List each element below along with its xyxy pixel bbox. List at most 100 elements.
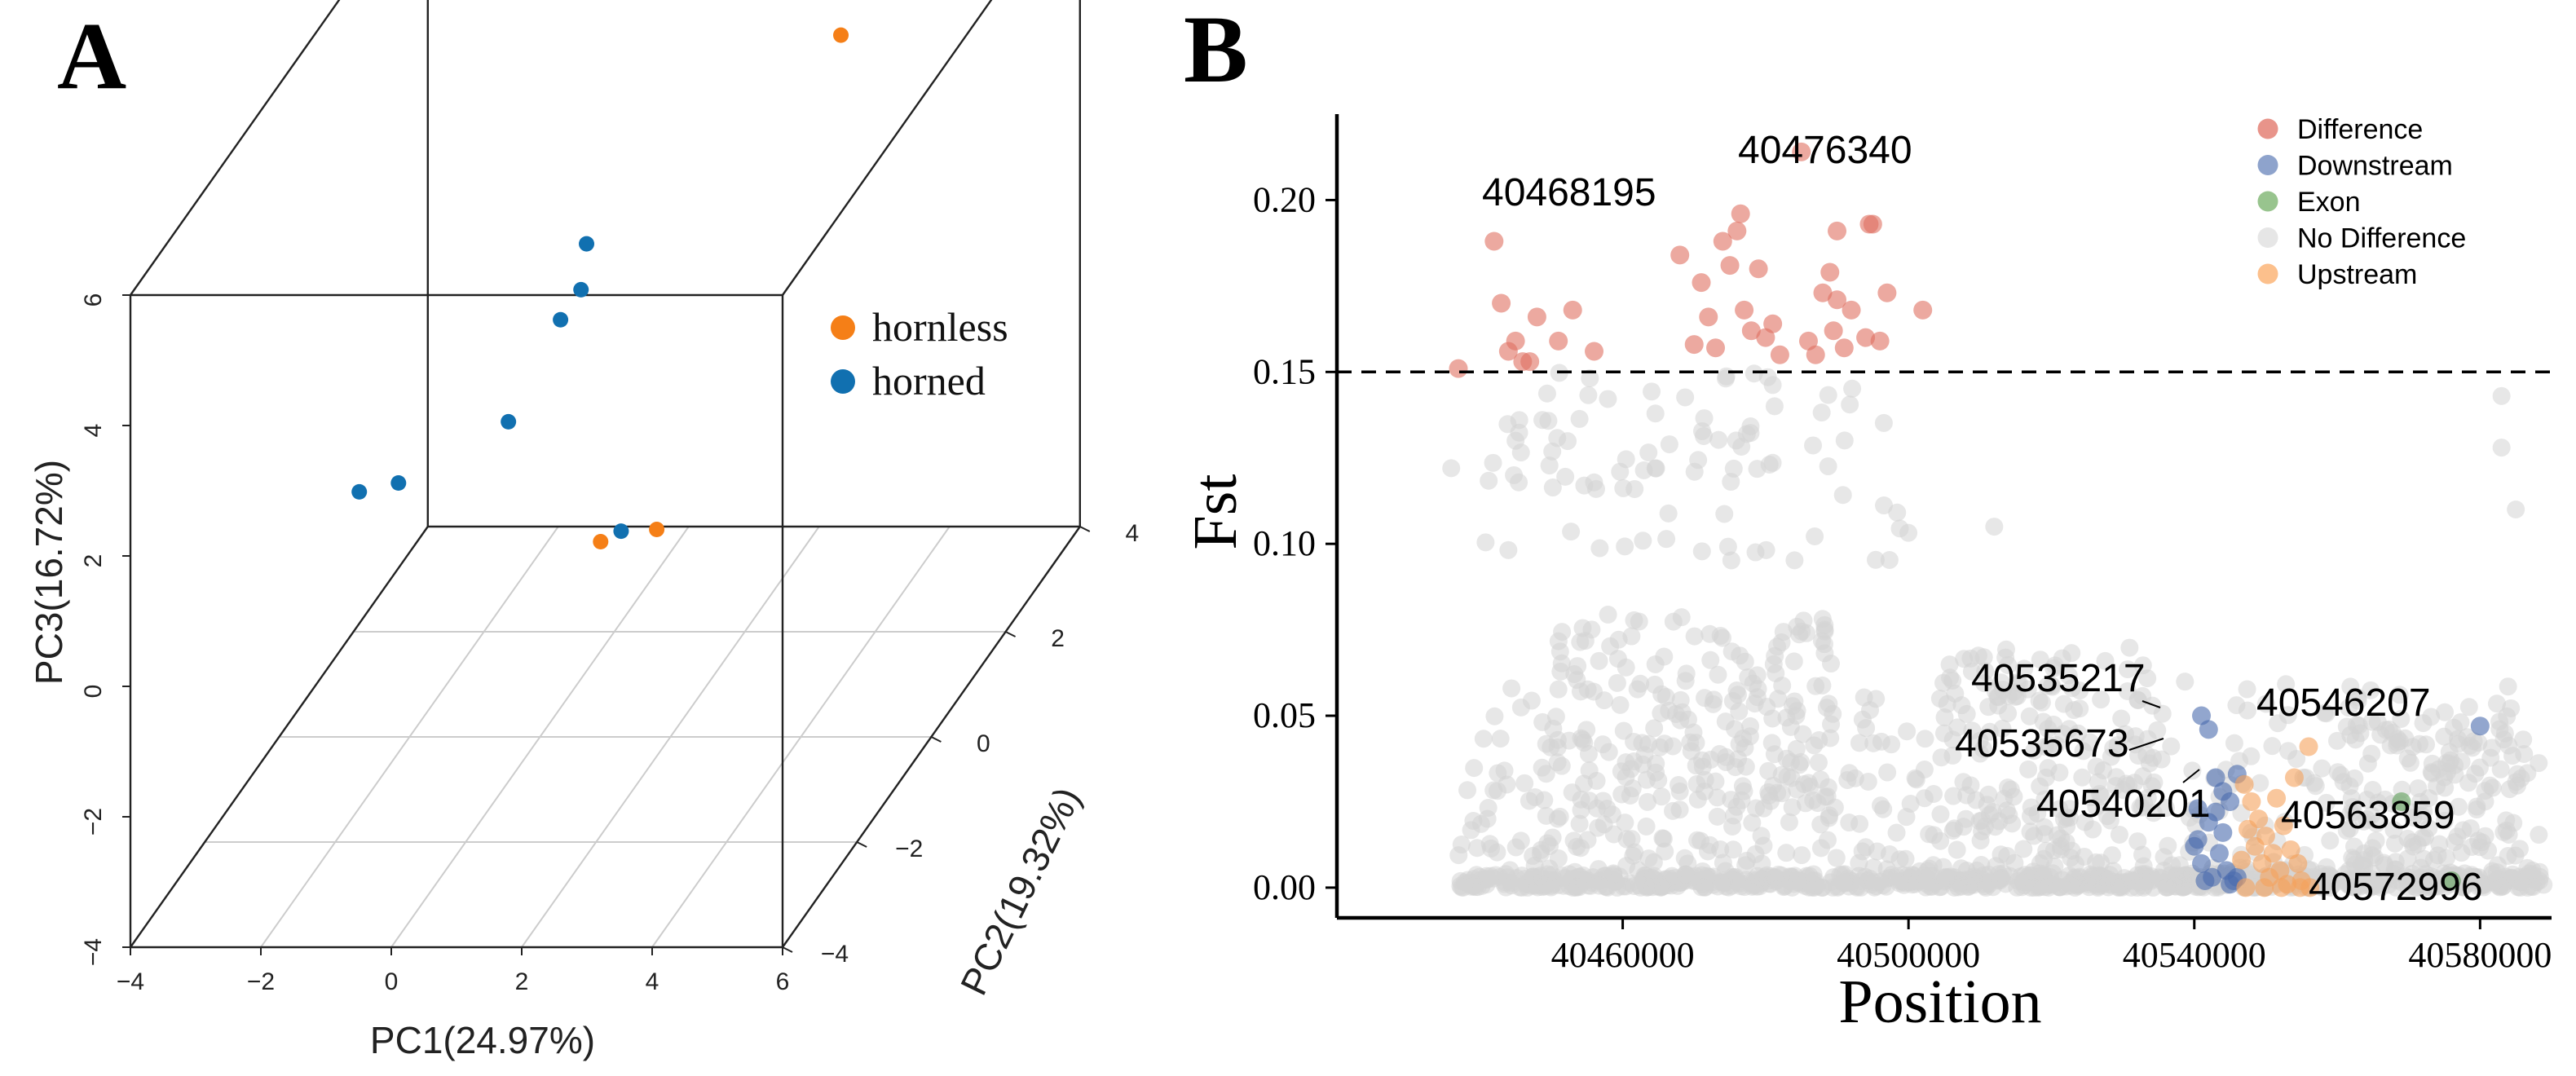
fst-point-difference (1834, 338, 1854, 358)
fst-point-no-difference (2347, 871, 2366, 889)
fst-point-no-difference (1543, 442, 1562, 461)
fst-point-no-difference (1820, 806, 1839, 825)
fst-point-no-difference (1887, 823, 1906, 842)
fst-point-no-difference (1711, 840, 1730, 859)
fst-point-no-difference (2514, 730, 2533, 749)
fst-point-no-difference (1736, 856, 1755, 875)
fst-highlight-points (1449, 142, 2490, 897)
fst-point-no-difference (1709, 665, 1727, 684)
fst-point-upstream (2234, 774, 2254, 794)
fst-point-difference (1520, 352, 1540, 372)
fst-point-no-difference (1718, 537, 1737, 556)
fst-point-no-difference (1599, 606, 1617, 624)
fst-point-no-difference (1848, 878, 1867, 897)
fst-point-no-difference (1515, 774, 1534, 792)
fst-point-no-difference (1764, 655, 1783, 673)
fst-point-no-difference (1772, 633, 1791, 652)
fst-point-no-difference (1967, 861, 1986, 880)
fst-point-no-difference (2491, 760, 2510, 778)
fst-point-no-difference (2362, 806, 2381, 825)
fst-point-upstream (2288, 853, 2308, 873)
fst-x-tick-label: 40540000 (2123, 935, 2266, 975)
fst-point-no-difference (1727, 431, 1745, 450)
fst-point-no-difference (2487, 695, 2506, 713)
fst-point-no-difference (1974, 739, 1992, 758)
fst-point-no-difference (1730, 734, 1749, 753)
fst-point-no-difference (2409, 779, 2428, 798)
fst-point-no-difference (2062, 679, 2081, 698)
fst-point-no-difference (1656, 687, 1675, 706)
fst-point-no-difference (1543, 478, 1562, 497)
fst-point-no-difference (2104, 739, 2123, 757)
fst-point-no-difference (1518, 878, 1537, 897)
z-tick-label: 2 (80, 554, 107, 568)
fst-point-no-difference (2022, 798, 2040, 817)
fst-point-no-difference (2109, 878, 2128, 897)
fst-point-no-difference (2138, 730, 2157, 748)
fst-legend-marker (2257, 191, 2278, 212)
fst-point-no-difference (2101, 811, 2119, 830)
panel-b-label: B (1184, 0, 1248, 103)
fst-annotation-label: 40546207 (2256, 681, 2431, 725)
fst-point-no-difference (2459, 774, 2478, 792)
fst-point-no-difference (1552, 756, 1571, 775)
fst-point-difference (1798, 331, 1818, 351)
fst-point-no-difference (1709, 430, 1728, 449)
fst-point-no-difference (1843, 379, 1862, 398)
fst-point-no-difference (2071, 699, 2089, 718)
fst-point-no-difference (1559, 731, 1578, 750)
fst-point-downstream (2188, 799, 2208, 818)
fst-point-no-difference (2497, 811, 2516, 830)
fst-point-no-difference (1502, 679, 1521, 698)
y-tick-label: 0 (977, 730, 990, 757)
pca-point-horned (573, 281, 589, 298)
fst-point-no-difference (1501, 861, 1520, 880)
fst-point-downstream (2470, 717, 2490, 736)
fst-point-no-difference (1765, 397, 1784, 416)
fst-point-upstream (2245, 836, 2265, 856)
z-tick-label: 0 (80, 685, 107, 699)
fst-point-no-difference (2375, 790, 2394, 809)
fst-point-no-difference (1442, 459, 1461, 478)
fst-annotation-label: 40540201 (2036, 783, 2211, 826)
fst-point-no-difference (1669, 775, 1687, 794)
fst-point-no-difference (1985, 518, 2004, 536)
fst-point-difference (1731, 204, 1750, 223)
fst-point-no-difference (2112, 709, 2131, 728)
fst-point-no-difference (1645, 675, 1664, 694)
fst-point-no-difference (1544, 719, 1563, 738)
fst-point-no-difference (1890, 519, 1909, 538)
fst-point-downstream (2192, 706, 2212, 725)
fst-point-no-difference (2089, 773, 2107, 792)
fst-point-no-difference (1660, 435, 1678, 454)
fst-point-no-difference (1467, 839, 1486, 858)
pca-point-hornless (649, 522, 665, 537)
fst-point-no-difference (1961, 649, 1980, 668)
fst-legend-marker (2257, 155, 2278, 175)
fst-point-no-difference (2515, 745, 2534, 764)
fst-point-no-difference (2317, 858, 2336, 876)
fst-point-no-difference (1533, 758, 1551, 777)
fst-point-no-difference (1722, 642, 1741, 661)
fst-point-difference (1449, 359, 1468, 378)
fst-point-no-difference (1804, 436, 1823, 455)
fst-point-no-difference (1760, 786, 1779, 805)
fst-point-no-difference (1925, 826, 1943, 844)
fst-point-no-difference (1575, 476, 1594, 495)
fst-point-no-difference (1780, 813, 1798, 831)
fst-point-no-difference (2162, 737, 2181, 756)
y-tick-mark (856, 841, 867, 848)
fst-point-upstream (2274, 816, 2293, 836)
y-tick-mark (782, 946, 793, 953)
fst-point-no-difference (2128, 832, 2147, 851)
fst-point-no-difference (1952, 859, 1970, 878)
fst-point-no-difference (1682, 742, 1700, 761)
fst-point-no-difference (1525, 856, 1544, 875)
fst-point-no-difference (1746, 799, 1765, 818)
fst-point-no-difference (1482, 839, 1501, 858)
fst-point-no-difference (2183, 761, 2202, 780)
fst-axes: 0.00 0.05 0.10 0.15 0.20 40460000 40500000 4054… (1253, 114, 2552, 975)
fst-point-difference (1741, 321, 1761, 341)
x-tick-label: 6 (776, 968, 790, 995)
